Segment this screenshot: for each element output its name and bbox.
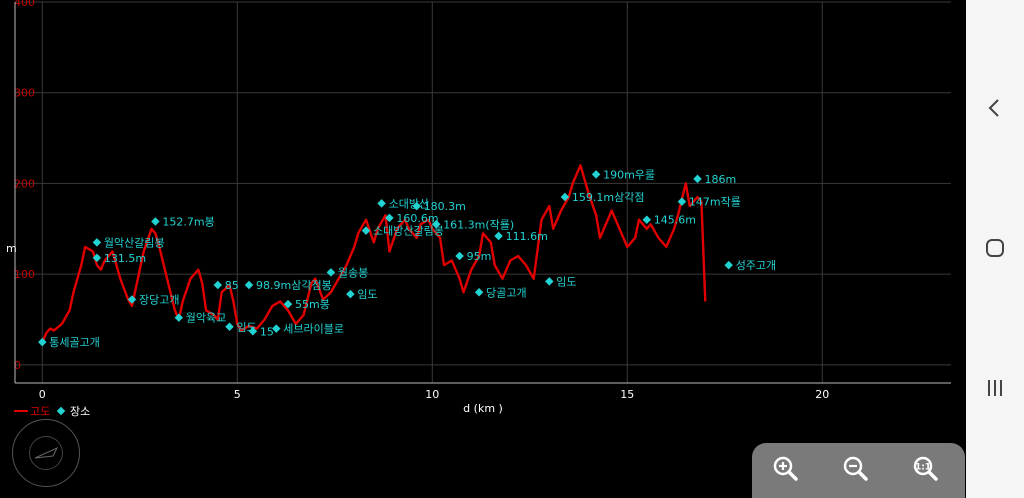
place-label: 161.3m(작룔) xyxy=(443,218,514,231)
y-axis-label: m xyxy=(6,242,17,255)
place-label: 147m작룔 xyxy=(689,196,741,209)
place-marker xyxy=(474,288,484,297)
place-label: 152.7m봉 xyxy=(162,216,214,229)
y-tick-label: 400 xyxy=(14,0,35,9)
chart-grid xyxy=(15,1,951,383)
zoom-out-icon[interactable] xyxy=(838,451,874,487)
recents-icon[interactable] xyxy=(966,368,1024,408)
place-marker xyxy=(346,289,355,299)
place-marker xyxy=(377,199,386,208)
elevation-chart[interactable]: 0 100 200 300 400 0 5 10 15 20 통세골고개 월악산갈림봉 131.5m 장… xyxy=(0,0,966,498)
place-marker xyxy=(385,213,394,223)
place-label: 월악육교 xyxy=(186,312,226,325)
place-label: 98.9m삼각점봉 xyxy=(256,279,332,292)
place-marker xyxy=(412,201,421,211)
x-axis-label: d (km ) xyxy=(463,402,503,415)
chart-axes: 0 100 200 300 400 0 5 10 15 20 xyxy=(14,0,951,401)
place-marker xyxy=(272,324,281,333)
place-label: 당골고개 xyxy=(486,286,526,299)
legend-label-place: 장소 xyxy=(70,405,90,418)
x-tick-label: 20 xyxy=(815,388,829,401)
place-marker xyxy=(326,268,336,277)
place-marker xyxy=(724,260,733,270)
place-label: 160.6m xyxy=(396,212,438,225)
place-label: 소대방산갈림봉 xyxy=(373,224,444,238)
place-marker xyxy=(283,299,293,309)
place-marker xyxy=(455,251,464,261)
x-tick-label: 10 xyxy=(425,388,439,401)
place-label: 세브라이블로 xyxy=(283,323,344,336)
place-label: 통세골고개 xyxy=(49,336,100,349)
compass-widget[interactable] xyxy=(12,419,80,487)
place-label: 15 xyxy=(260,325,274,338)
place-label: 190m우룰 xyxy=(603,168,655,181)
place-marker xyxy=(494,231,503,241)
place-label: 145.6m xyxy=(654,214,696,227)
place-label: 180.3m xyxy=(424,200,466,213)
compass-needle-icon xyxy=(34,446,59,459)
place-label: 131.5m xyxy=(104,252,146,265)
place-label: 임도 xyxy=(556,275,576,288)
place-label: 55m봉 xyxy=(295,298,330,311)
place-marker xyxy=(677,197,687,206)
y-tick-label: 300 xyxy=(14,87,35,100)
place-marker xyxy=(127,295,137,304)
place-marker xyxy=(248,327,258,336)
place-label: 85 xyxy=(225,279,239,292)
place-marker xyxy=(693,174,702,184)
place-label: 성주고개 xyxy=(736,259,776,272)
place-label: 임도 xyxy=(357,288,377,301)
legend-label-elevation: 고도 xyxy=(30,405,50,418)
x-tick-label: 5 xyxy=(234,388,241,401)
place-marker xyxy=(361,226,371,235)
place-label: 월송봉 xyxy=(338,266,368,279)
place-label: 95m xyxy=(467,250,492,263)
home-icon[interactable] xyxy=(966,228,1024,268)
zoom-in-icon[interactable] xyxy=(768,451,804,487)
y-tick-label: 100 xyxy=(14,268,35,281)
compass-inner-ring xyxy=(29,436,63,470)
y-tick-label: 0 xyxy=(14,359,21,372)
x-tick-label: 0 xyxy=(39,388,46,401)
place-marker xyxy=(151,217,160,226)
place-label: 186m xyxy=(705,173,737,186)
place-label: 111.6m xyxy=(506,230,548,243)
zoom-fit-icon[interactable]: 1:1 xyxy=(908,451,944,487)
y-tick-label: 200 xyxy=(14,177,35,190)
place-label: 월악산갈림봉 xyxy=(104,235,165,249)
place-marker xyxy=(431,220,441,229)
place-label: 159.1m삼각점 xyxy=(572,191,645,204)
series-line-elevation xyxy=(41,164,707,343)
place-marker xyxy=(92,238,102,247)
place-marker xyxy=(174,313,184,322)
svg-text:1:1: 1:1 xyxy=(915,463,931,473)
zoom-controls: 1:1 xyxy=(752,443,965,498)
place-marker xyxy=(213,280,223,290)
back-chevron-icon[interactable] xyxy=(966,88,1024,128)
legend-marker-swatch xyxy=(56,406,66,416)
place-label: 장당고개 xyxy=(139,294,179,307)
place-marker xyxy=(642,215,652,224)
place-marker xyxy=(38,337,47,347)
place-marker xyxy=(545,277,554,286)
chart-legend: 고도 장소 xyxy=(14,405,90,418)
place-marker xyxy=(591,170,601,179)
place-marker xyxy=(225,322,234,331)
system-navigation-bar xyxy=(966,0,1024,498)
place-marker xyxy=(244,280,254,290)
x-tick-label: 15 xyxy=(620,388,634,401)
place-marker xyxy=(92,253,102,263)
